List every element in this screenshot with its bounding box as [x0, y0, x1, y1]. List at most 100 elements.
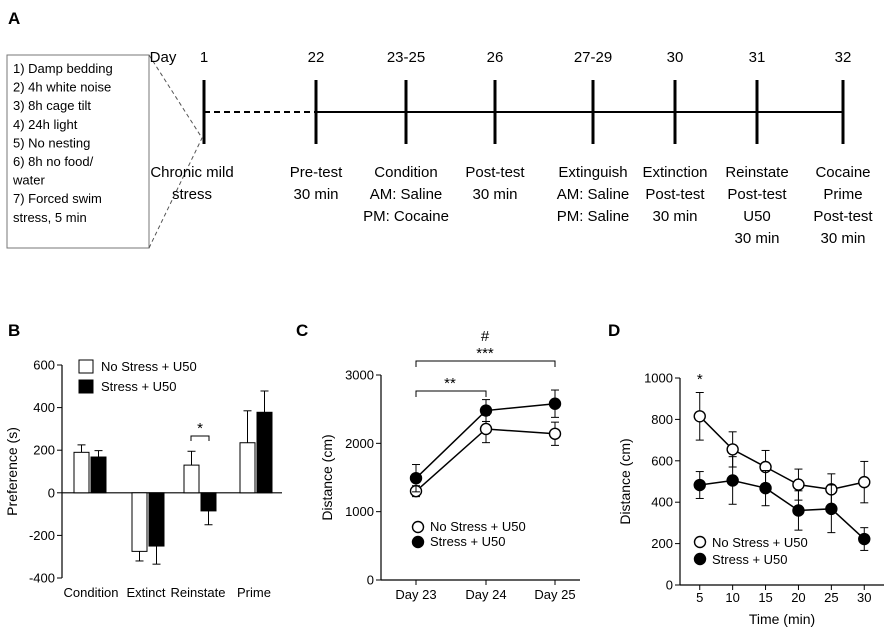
x-tick-label: 25	[824, 590, 838, 605]
timeline-stage-label: PM: Saline	[557, 208, 630, 225]
timeline-stage-label: AM: Saline	[370, 186, 443, 203]
y-tick-label: 400	[33, 400, 55, 415]
x-tick-label: Condition	[64, 585, 119, 600]
x-tick-label: 5	[696, 590, 703, 605]
timeline-stage-label: 30 min	[734, 230, 779, 247]
legend-label: Stress + U50	[712, 552, 788, 567]
stressor-list: 1) Damp bedding 2) 4h white noise 3) 8h ca…	[12, 61, 113, 225]
data-point	[479, 404, 493, 417]
legend-label: No Stress + U50	[101, 359, 197, 374]
stressor-item: 3) 8h cage tilt	[13, 98, 91, 113]
legend-label: Stress + U50	[430, 534, 506, 549]
y-tick-label: 1000	[644, 371, 673, 386]
timeline-stages: 1 Chronic mild stress 22 Pre-test 30 min 23-25…	[150, 49, 873, 247]
data-point	[693, 410, 706, 423]
significance-bracket	[415, 390, 487, 397]
y-axis-title: Distance (cm)	[617, 438, 633, 524]
timeline-stage-label: Condition	[374, 164, 437, 181]
stressor-item: 7) Forced swim	[13, 191, 102, 206]
timeline-stage-label: Chronic mild	[150, 164, 233, 181]
y-tick-label: 0	[666, 578, 673, 593]
timeline-stage-label: PM: Cocaine	[363, 208, 449, 225]
significance-bracket	[190, 435, 210, 441]
stressor-item: 6) 8h no food/	[13, 154, 94, 169]
data-point	[726, 474, 739, 487]
bar-chart-preference: -400 -200 0 200 400 600 Preference (s) Conditio…	[4, 358, 282, 600]
timeline-stage-label: 30 min	[472, 186, 517, 203]
data-point	[858, 532, 871, 546]
x-tick-label: 30	[857, 590, 871, 605]
legend-marker	[411, 535, 425, 549]
timeline-stage-label: Reinstate	[725, 164, 788, 181]
timeline-stage-label: Prime	[823, 186, 862, 203]
x-tick-label: 10	[725, 590, 739, 605]
y-tick-label: 1000	[345, 504, 374, 519]
y-tick-label: 600	[651, 453, 673, 468]
timeline-day: 31	[749, 49, 766, 66]
x-tick-label: 15	[758, 590, 772, 605]
data-point	[548, 397, 562, 410]
x-tick-label: Reinstate	[171, 585, 226, 600]
series-line	[699, 415, 865, 491]
panel-letter-d: D	[608, 321, 620, 340]
stressor-item: stress, 5 min	[13, 210, 87, 225]
x-tick-label: Prime	[237, 585, 271, 600]
y-axis-title: Preference (s)	[4, 427, 20, 516]
y-tick-label: 200	[651, 536, 673, 551]
timeline-panel: 1) Damp bedding 2) 4h white noise 3) 8h ca…	[6, 49, 873, 249]
data-point	[759, 481, 772, 495]
stressor-item: water	[12, 173, 45, 188]
legend-label: Stress + U50	[101, 379, 177, 394]
y-tick-label: 0	[48, 485, 55, 500]
line-chart-distance-time: 0 200 400 600 800 1000 Distance (cm) 5 10 15 20 25 3…	[617, 371, 884, 627]
legend-label: No Stress + U50	[430, 519, 526, 534]
legend-swatch	[78, 359, 94, 374]
data-point	[825, 502, 838, 516]
significance-marker: ***	[476, 345, 494, 362]
y-tick-label: 200	[33, 443, 55, 458]
data-point	[548, 427, 562, 440]
y-tick-label: 3000	[345, 368, 374, 383]
timeline-stage-label: Extinguish	[558, 164, 627, 181]
timeline-day: 1	[200, 49, 208, 66]
timeline-day: 26	[487, 49, 504, 66]
data-point	[792, 478, 805, 491]
significance-bracket	[415, 360, 556, 367]
y-tick-label: -400	[29, 571, 55, 586]
significance-marker: #	[481, 328, 490, 345]
data-point	[409, 471, 423, 485]
legend-swatch	[78, 379, 94, 394]
timeline-stage-label: U50	[743, 208, 771, 225]
data-point	[726, 443, 739, 456]
bar	[90, 456, 107, 494]
bar	[239, 442, 256, 494]
x-tick-label: 20	[791, 590, 805, 605]
x-tick-label: Day 23	[395, 587, 436, 602]
y-tick-label: 2000	[345, 436, 374, 451]
timeline-stage-label: Post-test	[465, 164, 525, 181]
significance-marker: *	[197, 420, 203, 437]
bar	[148, 492, 165, 547]
y-axis-title: Distance (cm)	[319, 434, 335, 520]
data-point	[792, 504, 805, 517]
data-point	[479, 422, 493, 436]
bar	[183, 464, 200, 494]
x-axis-title: Time (min)	[749, 611, 815, 627]
stressor-item: 4) 24h light	[13, 117, 78, 132]
legend-marker	[693, 552, 707, 566]
series-line	[699, 479, 865, 540]
stressor-box	[6, 54, 150, 249]
significance-marker: *	[697, 371, 703, 388]
timeline-stage-label: Post-test	[727, 186, 787, 203]
timeline-day: 23-25	[387, 49, 425, 66]
bar	[256, 411, 273, 494]
stressor-item: 5) No nesting	[13, 135, 90, 150]
timeline-stage-label: stress	[172, 186, 212, 203]
timeline-day: 27-29	[574, 49, 612, 66]
legend-marker	[411, 520, 425, 534]
legend-marker	[693, 535, 707, 549]
panel-letter-a: A	[8, 9, 20, 28]
timeline-stage-label: Extinction	[642, 164, 707, 181]
line-chart-distance-days: 0 1000 2000 3000 Distance (cm) Day 23 Day 24 Da…	[319, 328, 580, 602]
